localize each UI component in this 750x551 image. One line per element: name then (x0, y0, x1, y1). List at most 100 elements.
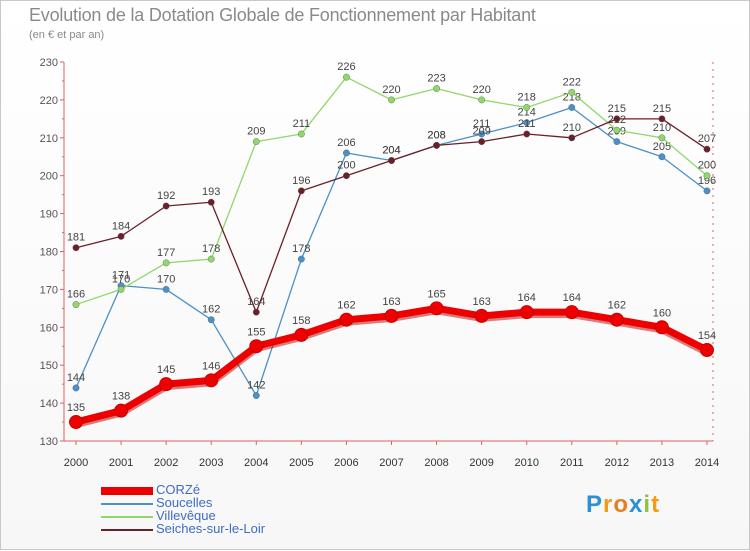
legend-item: Villevêque (101, 508, 321, 524)
data-point-seiches-sur-le-loir (658, 115, 666, 123)
data-label-villev-que: 178 (202, 243, 220, 255)
data-point-seiches-sur-le-loir (613, 115, 621, 123)
data-label-seiches-sur-le-loir: 204 (382, 145, 400, 157)
y-tick-label: 220 (40, 95, 58, 107)
data-label-soucelles: 196 (698, 175, 716, 187)
data-point-corz- (564, 305, 579, 320)
data-label-soucelles: 208 (427, 129, 445, 141)
x-tick-label: 2001 (109, 457, 133, 469)
legend-item: Seiches-sur-le-Loir (101, 521, 321, 537)
data-point-seiches-sur-le-loir (568, 134, 576, 142)
legend-label: Villevêque (156, 508, 216, 523)
x-tick-label: 2010 (514, 457, 538, 469)
data-point-villev-que (252, 138, 260, 145)
data-point-seiches-sur-le-loir (343, 172, 350, 180)
y-tick-label: 160 (40, 322, 58, 334)
data-label-corz-: 146 (202, 360, 220, 372)
x-tick-label: 2003 (199, 457, 223, 469)
data-label-corz-: 163 (382, 296, 400, 308)
x-tick-label: 2006 (334, 457, 358, 469)
data-label-soucelles: 204 (382, 145, 400, 157)
legend-label: CORZé (156, 482, 201, 497)
data-label-villev-que: 177 (157, 247, 175, 259)
x-tick-label: 2014 (695, 457, 719, 469)
data-point-villev-que (523, 104, 531, 111)
data-point-seiches-sur-le-loir (117, 232, 125, 240)
data-label-seiches-sur-le-loir: 215 (653, 103, 671, 115)
data-point-soucelles (343, 149, 350, 157)
chart-subtitle: (en € et par an) (29, 29, 105, 41)
data-point-corz- (429, 301, 444, 316)
data-point-soucelles (658, 153, 666, 161)
data-point-villev-que (568, 88, 576, 96)
data-label-corz-: 163 (472, 296, 490, 308)
data-label-villev-que: 166 (67, 289, 85, 301)
data-point-seiches-sur-le-loir (388, 157, 395, 164)
data-label-corz-: 158 (292, 315, 310, 327)
data-label-villev-que: 200 (698, 160, 716, 172)
y-tick-label: 140 (40, 398, 58, 410)
data-label-seiches-sur-le-loir: 209 (472, 126, 490, 138)
proxiti-logo: Proxit (586, 491, 661, 518)
x-tick-label: 2011 (560, 457, 584, 469)
y-tick-label: 170 (40, 284, 58, 296)
data-label-soucelles: 162 (202, 304, 220, 316)
data-label-corz-: 135 (67, 402, 85, 414)
data-point-seiches-sur-le-loir (207, 198, 215, 206)
data-point-soucelles (568, 104, 576, 111)
data-point-seiches-sur-le-loir (703, 145, 711, 153)
data-label-seiches-sur-le-loir: 210 (563, 122, 581, 134)
legend-swatch (101, 529, 153, 531)
y-tick-label: 210 (40, 133, 58, 145)
data-label-corz-: 138 (112, 391, 130, 403)
data-label-seiches-sur-le-loir: 211 (518, 118, 536, 130)
data-label-seiches-sur-le-loir: 164 (247, 296, 265, 308)
data-point-seiches-sur-le-loir (523, 130, 531, 138)
data-label-soucelles: 214 (518, 107, 536, 119)
y-tick-label: 230 (40, 57, 58, 69)
data-point-soucelles (523, 119, 531, 127)
data-point-corz- (69, 415, 83, 430)
data-point-seiches-sur-le-loir (433, 141, 440, 149)
data-label-villev-que: 218 (518, 91, 536, 103)
data-point-villev-que (478, 96, 486, 104)
data-point-corz- (700, 343, 714, 358)
legend-swatch (101, 487, 153, 495)
y-tick-label: 150 (40, 360, 58, 372)
data-point-soucelles (613, 138, 621, 145)
x-tick-label: 2007 (379, 457, 403, 469)
data-label-seiches-sur-le-loir: 215 (608, 103, 626, 115)
data-point-seiches-sur-le-loir (478, 138, 486, 145)
x-tick-label: 2000 (64, 457, 88, 469)
legend-item: Soucelles (101, 495, 321, 511)
data-label-corz-: 164 (518, 292, 536, 304)
data-point-seiches-sur-le-loir (297, 187, 305, 195)
data-point-villev-que (658, 134, 666, 142)
data-label-soucelles: 205 (653, 141, 671, 153)
data-point-corz- (384, 308, 399, 323)
legend-item: CORZé (101, 482, 321, 498)
y-tick-label: 180 (40, 247, 58, 259)
data-point-seiches-sur-le-loir (162, 202, 170, 210)
data-point-villev-que (343, 73, 350, 81)
data-label-seiches-sur-le-loir: 184 (112, 220, 130, 232)
data-point-villev-que (117, 285, 125, 293)
data-label-seiches-sur-le-loir: 207 (698, 133, 716, 145)
data-point-soucelles (252, 392, 260, 399)
data-point-seiches-sur-le-loir (72, 244, 80, 252)
data-label-seiches-sur-le-loir: 208 (427, 129, 445, 141)
data-point-villev-que (297, 130, 305, 138)
data-label-corz-: 155 (247, 326, 265, 338)
data-point-corz- (204, 373, 219, 388)
x-tick-label: 2002 (154, 457, 178, 469)
y-tick-label: 130 (40, 436, 58, 448)
data-label-seiches-sur-le-loir: 193 (202, 186, 220, 198)
legend-label: Soucelles (156, 495, 213, 510)
data-point-corz- (609, 312, 624, 327)
data-point-corz- (114, 403, 129, 418)
data-point-soucelles (703, 187, 711, 195)
data-point-soucelles (162, 285, 170, 293)
data-label-seiches-sur-le-loir: 200 (337, 160, 355, 172)
data-label-seiches-sur-le-loir: 196 (292, 175, 310, 187)
